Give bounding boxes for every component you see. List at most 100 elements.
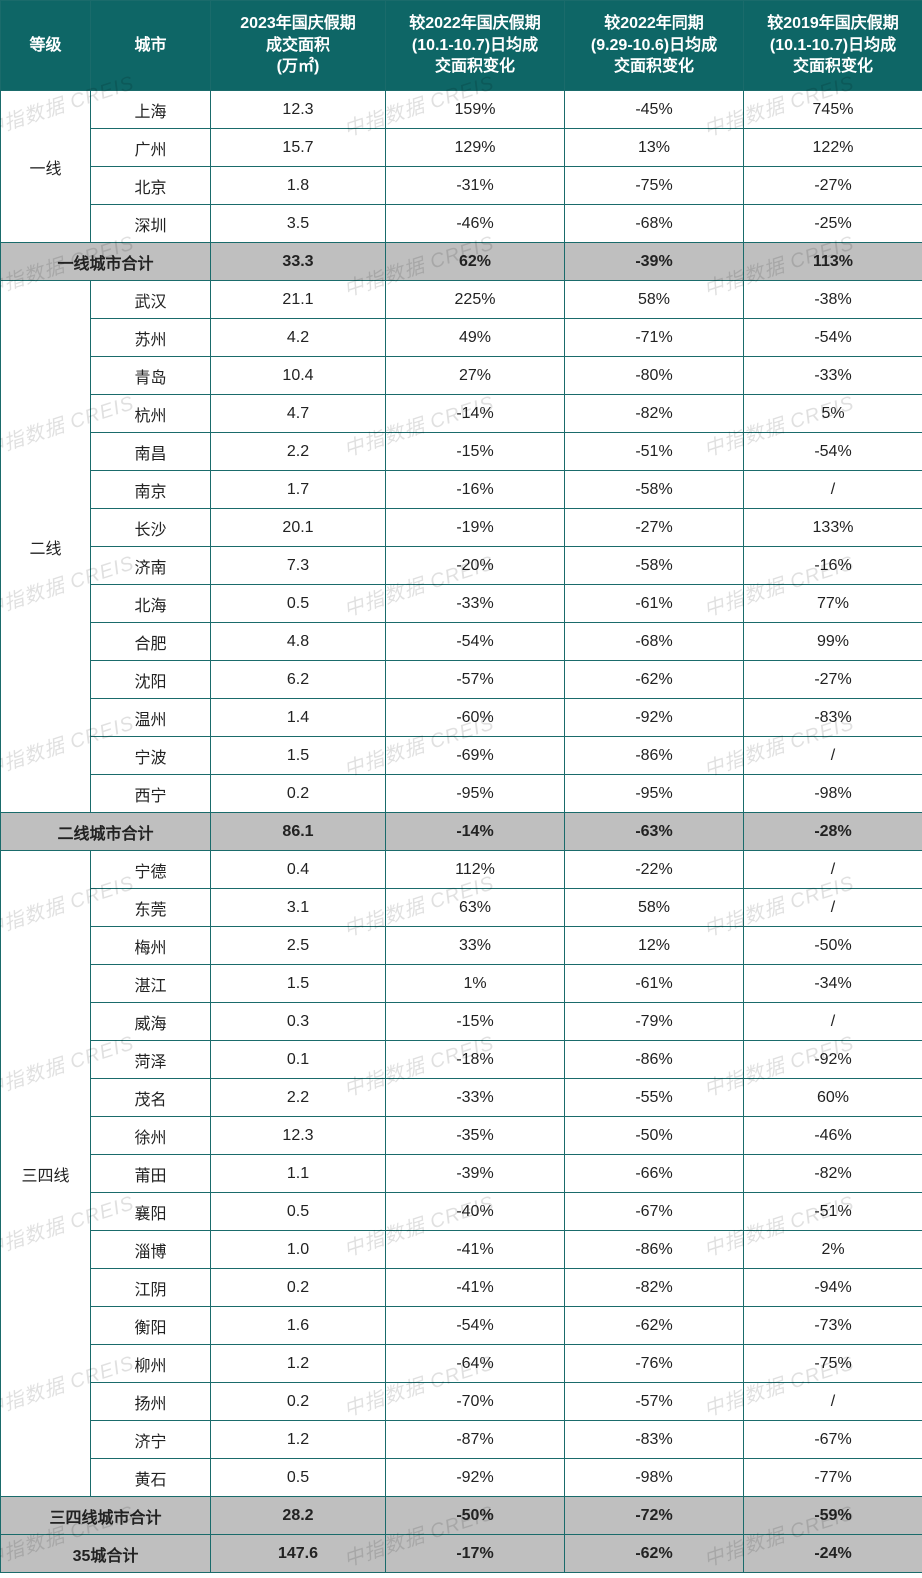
cell-city: 柳州 bbox=[91, 1345, 211, 1383]
subtotal-v3: -59% bbox=[744, 1497, 922, 1535]
cell-city: 淄博 bbox=[91, 1231, 211, 1269]
grand-total-v3: -24% bbox=[744, 1535, 922, 1573]
subtotal-area: 33.3 bbox=[211, 243, 386, 281]
cell-v2: -95% bbox=[565, 775, 744, 813]
table-row: 莆田1.1-39%-66%-82% bbox=[1, 1155, 922, 1193]
cell-v3: -16% bbox=[744, 547, 922, 585]
tier-cell: 一线 bbox=[1, 91, 91, 243]
cell-v3: -92% bbox=[744, 1041, 922, 1079]
subtotal-label: 一线城市合计 bbox=[1, 243, 211, 281]
table-row: 东莞3.163%58%/ bbox=[1, 889, 922, 927]
cell-city: 北京 bbox=[91, 167, 211, 205]
cell-area: 2.2 bbox=[211, 433, 386, 471]
cell-v2: -86% bbox=[565, 1041, 744, 1079]
tier-cell: 三四线 bbox=[1, 851, 91, 1497]
cell-area: 3.1 bbox=[211, 889, 386, 927]
cell-v1: -92% bbox=[386, 1459, 565, 1497]
cell-v1: -70% bbox=[386, 1383, 565, 1421]
cell-v3: -50% bbox=[744, 927, 922, 965]
table-row: 济宁1.2-87%-83%-67% bbox=[1, 1421, 922, 1459]
cell-city: 济宁 bbox=[91, 1421, 211, 1459]
col-city: 城市 bbox=[91, 1, 211, 91]
cell-v1: 49% bbox=[386, 319, 565, 357]
cell-v1: -33% bbox=[386, 1079, 565, 1117]
cell-city: 深圳 bbox=[91, 205, 211, 243]
cell-v3: -83% bbox=[744, 699, 922, 737]
cell-city: 江阴 bbox=[91, 1269, 211, 1307]
cell-v3: / bbox=[744, 1003, 922, 1041]
cell-city: 扬州 bbox=[91, 1383, 211, 1421]
table-row: 茂名2.2-33%-55%60% bbox=[1, 1079, 922, 1117]
cell-v1: 1% bbox=[386, 965, 565, 1003]
cell-v3: -73% bbox=[744, 1307, 922, 1345]
cell-area: 1.0 bbox=[211, 1231, 386, 1269]
subtotal-v3: 113% bbox=[744, 243, 922, 281]
cell-v1: -39% bbox=[386, 1155, 565, 1193]
subtotal-row: 三四线城市合计28.2-50%-72%-59% bbox=[1, 1497, 922, 1535]
grand-total-v1: -17% bbox=[386, 1535, 565, 1573]
cell-v2: -80% bbox=[565, 357, 744, 395]
cell-v1: -54% bbox=[386, 623, 565, 661]
cell-area: 1.2 bbox=[211, 1345, 386, 1383]
cell-v2: 58% bbox=[565, 281, 744, 319]
grand-total-label: 35城合计 bbox=[1, 1535, 211, 1573]
cell-area: 7.3 bbox=[211, 547, 386, 585]
cell-city: 莆田 bbox=[91, 1155, 211, 1193]
cell-v1: 129% bbox=[386, 129, 565, 167]
subtotal-row: 二线城市合计86.1-14%-63%-28% bbox=[1, 813, 922, 851]
cell-area: 4.8 bbox=[211, 623, 386, 661]
table-row: 江阴0.2-41%-82%-94% bbox=[1, 1269, 922, 1307]
col-vs2022holiday: 较2022年国庆假期(10.1-10.7)日均成交面积变化 bbox=[386, 1, 565, 91]
cell-v3: 60% bbox=[744, 1079, 922, 1117]
cell-area: 4.2 bbox=[211, 319, 386, 357]
cell-city: 湛江 bbox=[91, 965, 211, 1003]
cell-v3: / bbox=[744, 851, 922, 889]
cell-city: 苏州 bbox=[91, 319, 211, 357]
cell-v1: 63% bbox=[386, 889, 565, 927]
cell-v1: -31% bbox=[386, 167, 565, 205]
subtotal-v2: -72% bbox=[565, 1497, 744, 1535]
cell-v1: -60% bbox=[386, 699, 565, 737]
cell-area: 0.5 bbox=[211, 1459, 386, 1497]
subtotal-row: 一线城市合计33.362%-39%113% bbox=[1, 243, 922, 281]
cell-v1: -33% bbox=[386, 585, 565, 623]
cell-v1: -54% bbox=[386, 1307, 565, 1345]
cell-v3: -82% bbox=[744, 1155, 922, 1193]
table-row: 威海0.3-15%-79%/ bbox=[1, 1003, 922, 1041]
table-row: 宁波1.5-69%-86%/ bbox=[1, 737, 922, 775]
cell-city: 南昌 bbox=[91, 433, 211, 471]
table-row: 二线武汉21.1225%58%-38% bbox=[1, 281, 922, 319]
cell-city: 广州 bbox=[91, 129, 211, 167]
cell-v3: -33% bbox=[744, 357, 922, 395]
subtotal-v1: 62% bbox=[386, 243, 565, 281]
cell-city: 长沙 bbox=[91, 509, 211, 547]
cell-v3: -94% bbox=[744, 1269, 922, 1307]
cell-v3: 2% bbox=[744, 1231, 922, 1269]
cell-v2: -58% bbox=[565, 547, 744, 585]
cell-area: 1.8 bbox=[211, 167, 386, 205]
cell-area: 6.2 bbox=[211, 661, 386, 699]
table-row: 徐州12.3-35%-50%-46% bbox=[1, 1117, 922, 1155]
cell-v3: 133% bbox=[744, 509, 922, 547]
table-row: 合肥4.8-54%-68%99% bbox=[1, 623, 922, 661]
cell-city: 东莞 bbox=[91, 889, 211, 927]
subtotal-v3: -28% bbox=[744, 813, 922, 851]
table-row: 南昌2.2-15%-51%-54% bbox=[1, 433, 922, 471]
cell-area: 2.5 bbox=[211, 927, 386, 965]
cell-v2: 12% bbox=[565, 927, 744, 965]
cell-v2: -62% bbox=[565, 661, 744, 699]
cell-city: 茂名 bbox=[91, 1079, 211, 1117]
cell-v3: -27% bbox=[744, 167, 922, 205]
cell-v3: -77% bbox=[744, 1459, 922, 1497]
cell-city: 合肥 bbox=[91, 623, 211, 661]
table-row: 黄石0.5-92%-98%-77% bbox=[1, 1459, 922, 1497]
table-row: 沈阳6.2-57%-62%-27% bbox=[1, 661, 922, 699]
cell-v2: -82% bbox=[565, 1269, 744, 1307]
cell-v2: -61% bbox=[565, 585, 744, 623]
cell-v1: -18% bbox=[386, 1041, 565, 1079]
cell-v2: -57% bbox=[565, 1383, 744, 1421]
grand-total-area: 147.6 bbox=[211, 1535, 386, 1573]
cell-v2: -67% bbox=[565, 1193, 744, 1231]
cell-area: 0.5 bbox=[211, 1193, 386, 1231]
table-row: 襄阳0.5-40%-67%-51% bbox=[1, 1193, 922, 1231]
